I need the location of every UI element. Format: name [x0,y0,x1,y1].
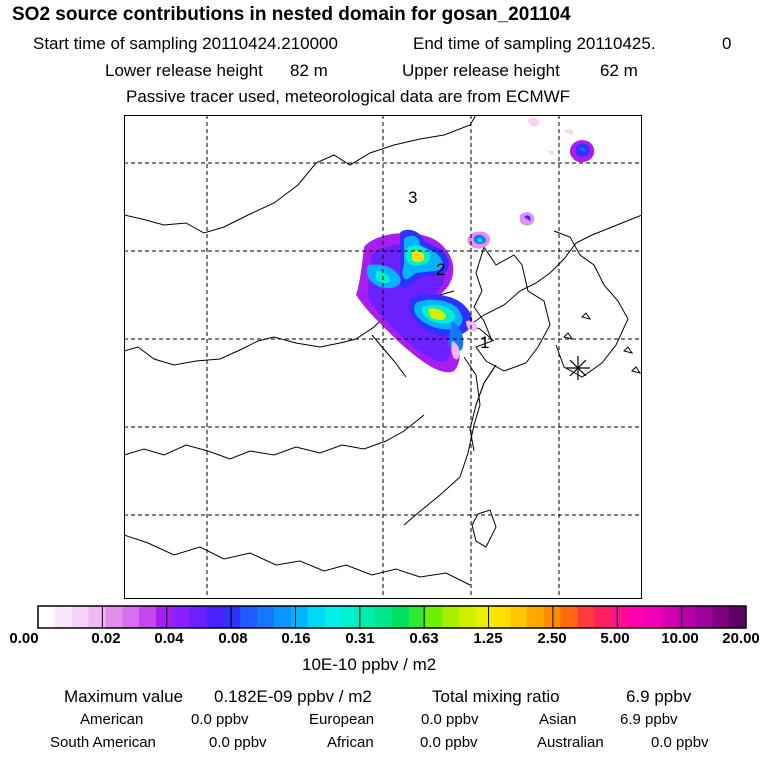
region-name-african: African [327,734,374,751]
upper-height-value: 62 m [600,61,638,80]
colorbar-tick-label-9: 5.00 [600,630,630,647]
colorbar-swatch [257,606,275,628]
colorbar-swatch [290,606,309,628]
colorbar-swatch [493,606,511,628]
colorbar-swatch [139,606,157,628]
region-value-american: 0.0 ppbv [191,711,249,728]
colorbar-swatch [425,606,444,628]
colorbar-swatch [223,606,241,628]
source-marker-1: 1 [480,333,489,352]
colorbar-swatch [442,606,460,628]
source-marker-3: 3 [408,188,417,207]
receptor-station-marker [566,356,590,380]
region-value-european: 0.0 ppbv [421,711,479,728]
colorbar-swatch [274,606,292,628]
lower-height-label: Lower release height [105,61,263,80]
colorbar-border [37,605,747,629]
colorbar-swatch [543,606,562,628]
colorbar-swatch [122,606,140,628]
colorbar-swatch [88,606,106,628]
concentration-plume-northeast [467,117,595,249]
colorbar-swatch [71,606,90,628]
colorbar-swatch [510,606,528,628]
colorbar-swatch [38,606,56,628]
colorbar-swatch [408,606,427,628]
colorbar-swatch [156,606,174,628]
colorbar-swatch [358,606,376,628]
colorbar-tick-label-5: 0.31 [345,630,375,647]
colorbar-swatch [661,606,680,628]
end-time-value: 0 [722,34,732,53]
lat-lon-grid [124,115,642,599]
colorbar-swatch [476,606,494,628]
start-time-label: Start time of sampling 20110424.210000 [33,34,338,53]
colorbar-tick-label-2: 0.04 [154,630,184,647]
max-value-label: Maximum value [64,687,184,706]
tracer-note: Passive tracer used, meteorological data… [126,87,571,106]
colorbar-swatch [307,606,326,628]
colorbar-tick-label-10: 10.00 [661,630,699,647]
concentration-map: 1 2 3 [124,115,642,599]
region-name-european: European [309,711,375,728]
total-mixing-label: Total mixing ratio [432,687,560,706]
colorbar-swatch [54,606,73,628]
colorbar-tick-label-8: 2.50 [537,630,567,647]
colorbar-swatch [594,606,612,628]
colorbar-swatch [560,606,578,628]
concentration-plume-main [356,229,478,373]
colorbar-unit: 10E-10 ppbv / m2 [302,655,437,674]
region-name-south-american: South American [50,734,156,751]
colorbar-swatch [695,606,713,628]
upper-height-label: Upper release height [402,61,560,80]
max-value: 0.182E-09 ppbv / m2 [214,687,372,706]
colorbar-swatch [324,606,342,628]
lower-height-value: 82 m [290,61,328,80]
colorbar-tick-label-1: 0.02 [91,630,121,647]
colorbar-swatch [526,606,545,628]
colorbar-swatch [375,606,393,628]
region-name-australian: Australian [537,734,604,751]
source-marker-2: 2 [436,260,445,279]
region-value-african: 0.0 ppbv [420,734,478,751]
colorbar-swatch [678,606,696,628]
colorbar-swatch [105,606,123,628]
region-name-asian: Asian [539,711,577,728]
colorbar-tick-label-6: 0.63 [409,630,439,647]
colorbar-tick-label-7: 1.25 [473,630,503,647]
region-value-asian: 6.9 ppbv [620,711,678,728]
colorbar-swatch [611,606,629,628]
colorbar-swatch [628,606,646,628]
colorbar-swatch [459,606,477,628]
colorbar-swatch [206,606,224,628]
colorbar [37,605,747,629]
colorbar-tick-label-3: 0.08 [218,630,248,647]
colorbar-tick-label-4: 0.16 [281,630,311,647]
region-value-south-american: 0.0 ppbv [209,734,267,751]
colorbar-tick-label-0: 0.00 [9,630,39,647]
total-mixing-value: 6.9 ppbv [626,687,692,706]
colorbar-swatch [189,606,208,628]
colorbar-swatch [392,606,410,628]
colorbar-tick-label-11: 20.00 [722,630,760,647]
region-name-american: American [80,711,144,728]
colorbar-swatch [341,606,359,628]
map-title: SO2 source contributions in nested domai… [12,4,571,25]
colorbar-swatch [712,606,730,628]
colorbar-swatch [644,606,663,628]
colorbar-swatch [729,606,747,628]
colorbar-swatch [577,606,595,628]
colorbar-swatch [172,606,191,628]
end-time-label: End time of sampling 20110425. [413,34,656,53]
colorbar-swatch [240,606,258,628]
region-value-australian: 0.0 ppbv [651,734,709,751]
